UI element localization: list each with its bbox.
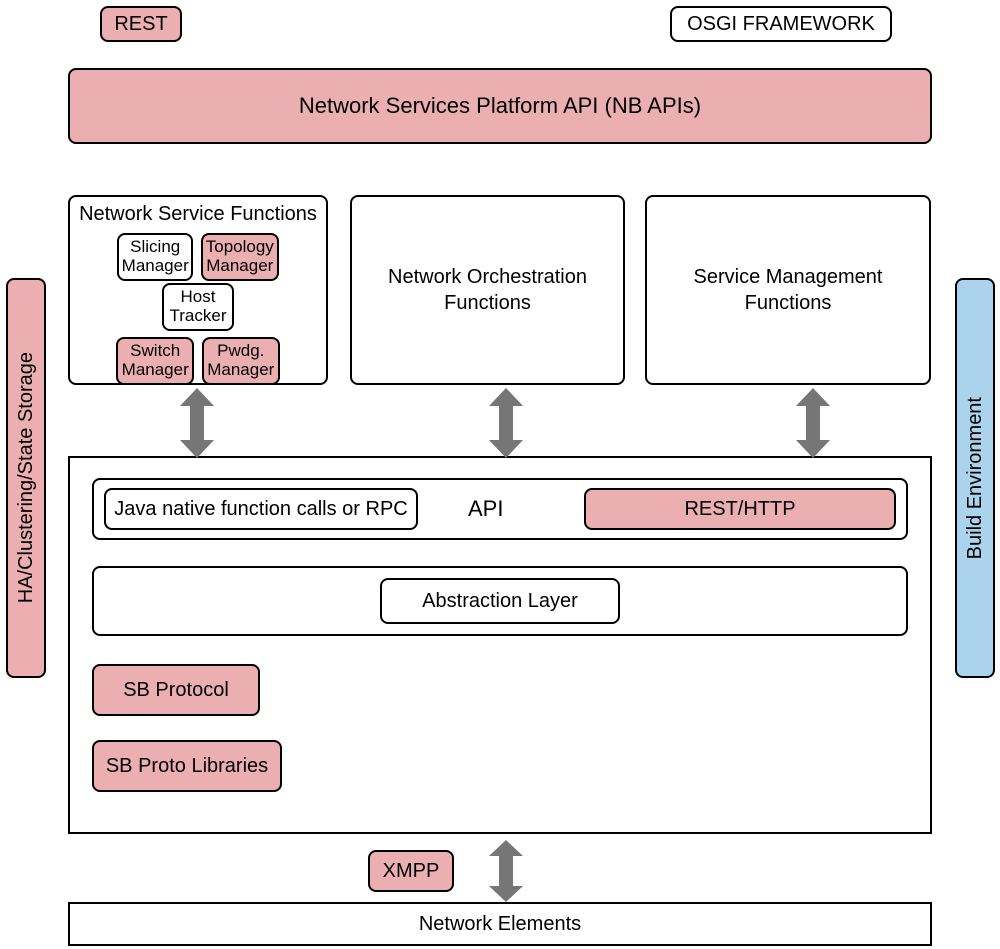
xmpp-label: XMPP: [383, 860, 440, 883]
nsf-title: Network Service Functions: [78, 203, 318, 226]
sb-protocol-box: SB Protocol: [92, 664, 260, 716]
switch-manager: Switch Manager: [116, 337, 194, 385]
abstraction-inner: Abstraction Layer: [380, 578, 620, 624]
left-sidebar: HA/Clustering/State Storage: [6, 278, 46, 678]
java-rpc-label: Java native function calls or RPC: [114, 498, 407, 521]
network-elements-label: Network Elements: [419, 913, 581, 936]
double-arrow-icon: [796, 388, 830, 458]
right-sidebar: Build Environment: [955, 278, 995, 678]
nb-api-label: Network Services Platform API (NB APIs): [299, 93, 701, 119]
nsf-container: Network Service Functions Slicing Manage…: [68, 195, 328, 385]
abstraction-label: Abstraction Layer: [422, 590, 578, 613]
rest-badge-label: REST: [114, 13, 167, 36]
host-tracker: Host Tracker: [162, 283, 234, 331]
network-elements-box: Network Elements: [68, 902, 932, 946]
orchestration-label: Network Orchestration Functions: [388, 264, 587, 316]
rest-http-label: REST/HTTP: [684, 498, 795, 521]
xmpp-box: XMPP: [368, 850, 454, 892]
rest-http-box: REST/HTTP: [584, 488, 896, 530]
orchestration-box: Network Orchestration Functions: [350, 195, 625, 385]
osgi-badge: OSGI FRAMEWORK: [670, 6, 892, 42]
service-mgmt-box: Service Management Functions: [645, 195, 931, 385]
slicing-manager: Slicing Manager: [117, 233, 193, 281]
api-label: API: [468, 496, 503, 522]
osgi-badge-label: OSGI FRAMEWORK: [687, 13, 875, 36]
sb-libs-label: SB Proto Libraries: [106, 755, 268, 778]
rest-badge: REST: [100, 6, 182, 42]
topology-manager: Topology Manager: [201, 233, 279, 281]
pwdg-manager: Pwdg. Manager: [202, 337, 280, 385]
double-arrow-icon: [489, 840, 523, 902]
sb-libs-box: SB Proto Libraries: [92, 740, 282, 792]
double-arrow-icon: [180, 388, 214, 458]
right-sidebar-label: Build Environment: [964, 397, 987, 559]
double-arrow-icon: [489, 388, 523, 458]
java-rpc-box: Java native function calls or RPC: [104, 488, 418, 530]
nb-api-bar: Network Services Platform API (NB APIs): [68, 68, 932, 144]
left-sidebar-label: HA/Clustering/State Storage: [15, 352, 38, 603]
service-mgmt-label: Service Management Functions: [694, 264, 883, 316]
sb-protocol-label: SB Protocol: [123, 679, 229, 702]
